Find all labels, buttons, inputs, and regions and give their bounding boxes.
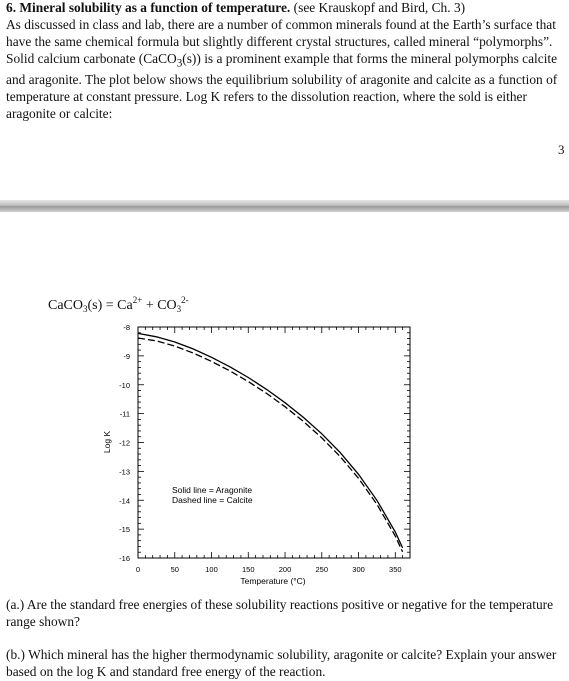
reaction-equation: CaCO3(s) = Ca2+ + CO32- <box>48 295 189 314</box>
series-calcite-line <box>137 337 404 553</box>
x-tick-label: 150 <box>242 565 255 574</box>
formula-subscript: 3 <box>176 57 183 70</box>
page-number: 3 <box>558 142 565 157</box>
reaction-lhs-sub: 3 <box>83 304 88 314</box>
ca-charge: 2+ <box>132 295 143 305</box>
co-charge: 2- <box>181 295 189 305</box>
problem-citation: (see Krauskopf and Bird, Ch. 3) <box>293 0 466 15</box>
series-aragonite-line <box>137 332 404 549</box>
reaction-lhs: CaCO <box>48 298 83 313</box>
y-axis-label: Log K <box>102 431 112 454</box>
x-tick-label: 200 <box>279 565 292 574</box>
y-tick-labels: -8 -9 -10 -11 -12 -13 -14 -15 -16 <box>119 323 130 563</box>
y-tick-label: -13 <box>119 467 130 476</box>
y-tick-label: -12 <box>119 439 130 448</box>
question-b: (b.) Which mineral has the higher thermo… <box>6 647 557 679</box>
x-tick-label: 250 <box>316 565 329 574</box>
problem-text: 6. Mineral solubility as a function of t… <box>6 0 562 123</box>
x-tick-label: 350 <box>389 565 402 574</box>
axis-ticks <box>137 326 411 559</box>
page-divider <box>0 200 569 212</box>
x-tick-label: 0 <box>136 565 140 574</box>
y-tick-label: -9 <box>123 352 130 361</box>
x-tick-labels: 0 50 100 150 200 250 300 350 <box>136 565 402 574</box>
y-tick-label: -8 <box>123 323 130 332</box>
y-tick-label: -11 <box>120 410 130 419</box>
question-a: (a.) Are the standard free energies of t… <box>6 597 554 629</box>
y-tick-label: -16 <box>119 554 130 563</box>
x-tick-label: 300 <box>352 565 365 574</box>
problem-body-2: (s)) is a prominent example that forms t… <box>6 50 558 122</box>
reaction-lhs-tail: (s) = Ca <box>87 298 133 313</box>
problem-body-1: As discussed in class and lab, there are… <box>6 16 556 66</box>
x-axis-label: Temperature (°C) <box>240 576 305 586</box>
x-tick-label: 50 <box>171 565 179 574</box>
legend-line-1: Solid line = Aragonite <box>172 485 252 495</box>
y-tick-label: -14 <box>119 496 130 505</box>
series-lines <box>137 332 404 553</box>
co-sub: 3 <box>176 304 182 314</box>
x-tick-label: 100 <box>205 565 218 574</box>
problem-heading: 6. Mineral solubility as a function of t… <box>6 0 291 15</box>
plot-frame <box>137 326 411 559</box>
y-tick-label: -15 <box>119 525 130 534</box>
reaction-plus: + CO <box>142 298 177 313</box>
legend-line-2: Dashed line = Calcite <box>172 495 253 505</box>
y-tick-label: -10 <box>119 381 130 390</box>
